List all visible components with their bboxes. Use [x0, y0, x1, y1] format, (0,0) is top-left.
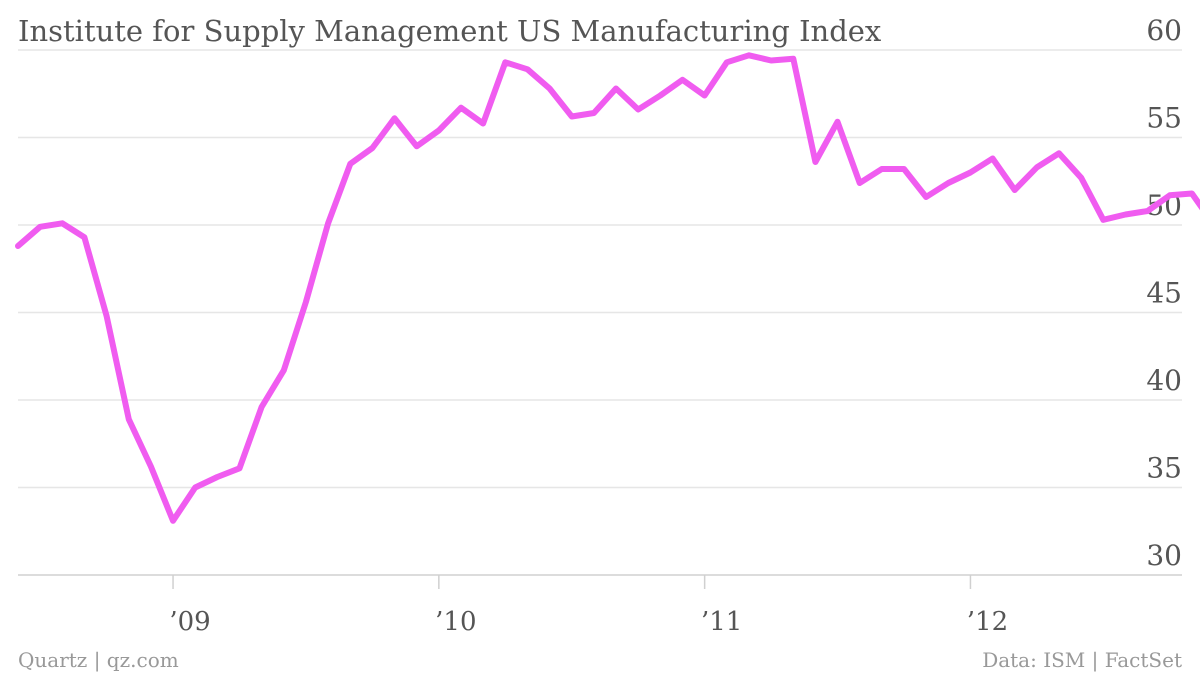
x-tick-label-3: ’12	[967, 607, 1008, 637]
series-line-0	[15, 52, 1200, 524]
footer-source: Data: ISM | FactSet	[982, 648, 1182, 673]
footer-credit: Quartz | qz.com	[18, 648, 179, 673]
y-tick-label-35: 35	[1146, 452, 1182, 485]
y-tick-label-30: 30	[1146, 539, 1182, 572]
y-tick-label-40: 40	[1146, 364, 1182, 397]
x-tick-label-2: ’11	[701, 607, 742, 637]
gridlines	[18, 49, 1182, 576]
y-tick-label-60: 60	[1146, 14, 1182, 47]
x-tick-label-0: ’09	[169, 607, 210, 637]
x-axis: ’09’10’11’12’13	[169, 575, 1008, 637]
chart-title: Institute for Supply Management US Manuf…	[18, 14, 881, 48]
y-tick-label-45: 45	[1146, 277, 1182, 310]
series-layer	[15, 52, 1200, 524]
x-tick-label-1: ’10	[435, 607, 476, 637]
y-tick-label-55: 55	[1146, 102, 1182, 135]
